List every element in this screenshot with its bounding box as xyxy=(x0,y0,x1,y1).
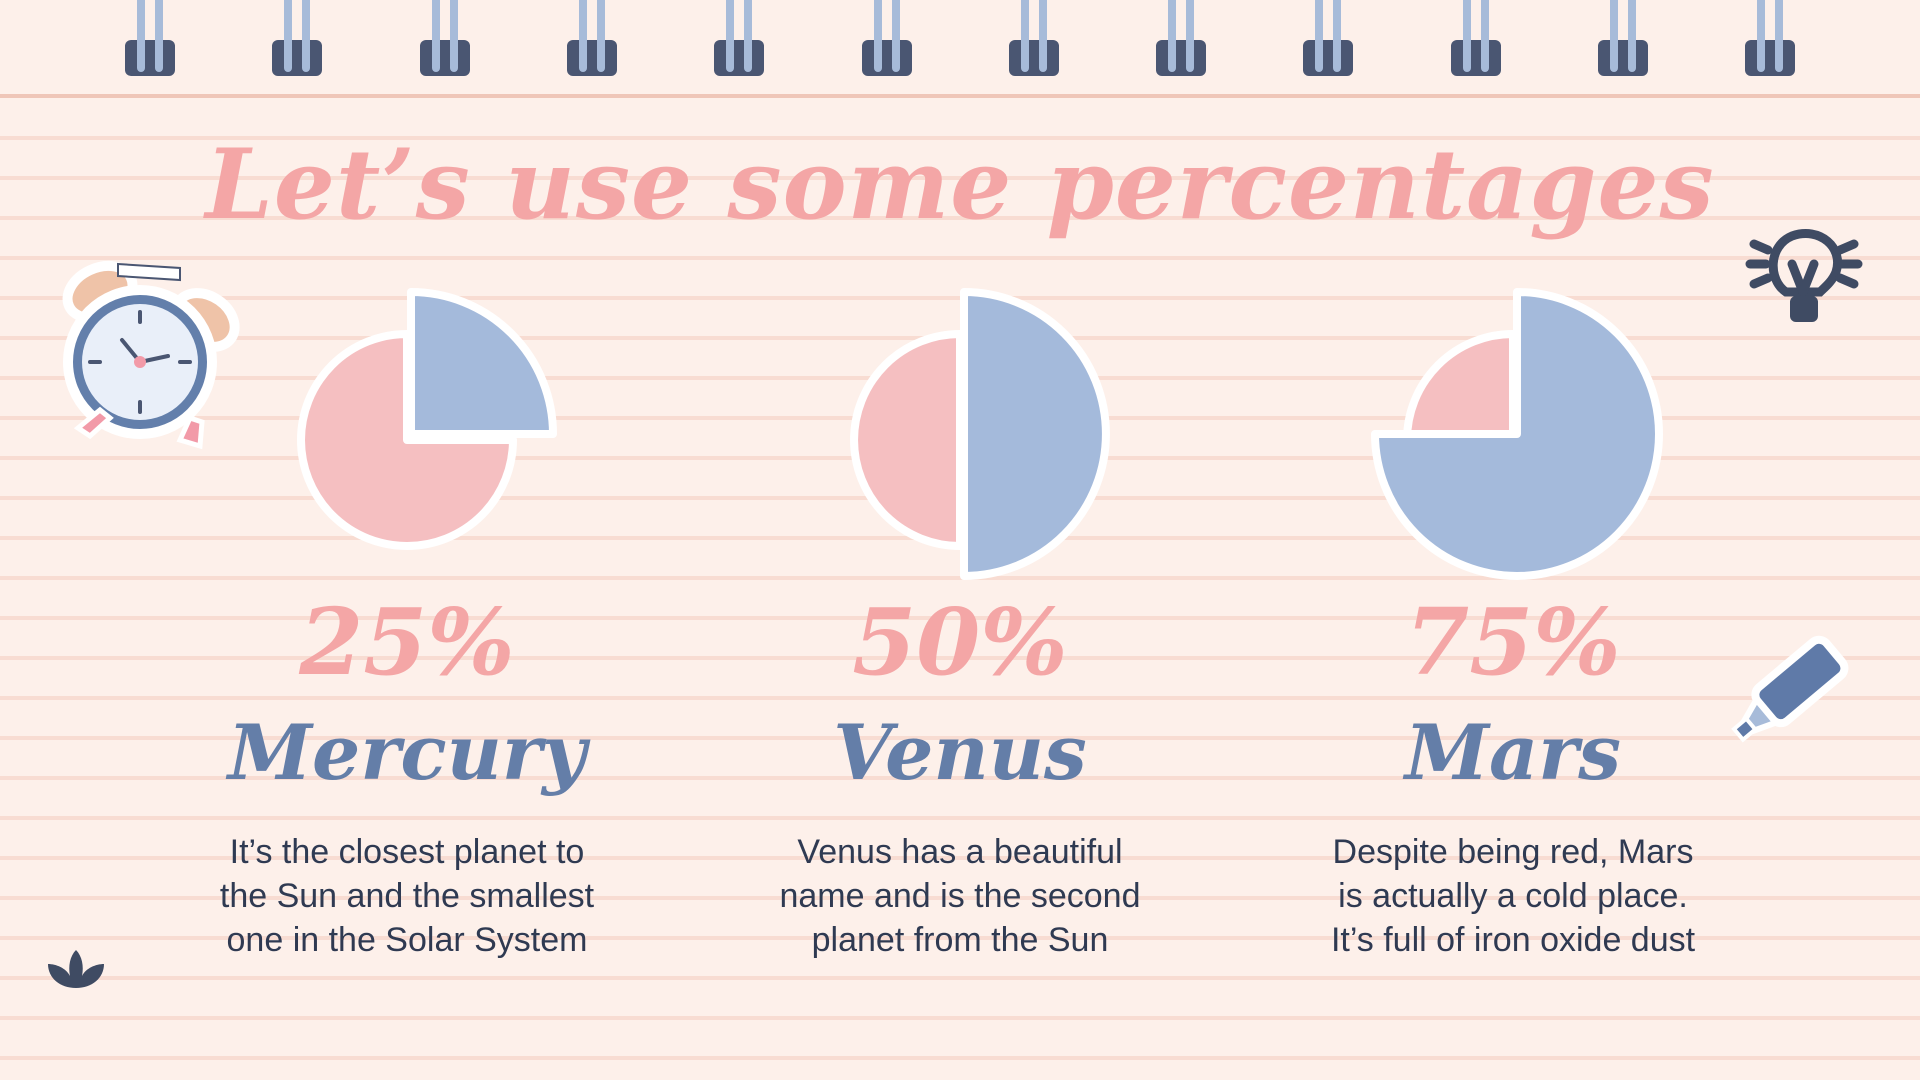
pie-chart-mars xyxy=(1371,288,1663,580)
pie-slice-remainder xyxy=(1403,330,1517,444)
ruled-lines xyxy=(0,100,1920,1080)
pie-slice-highlight xyxy=(960,288,1110,580)
planet-description-mars: Despite being red, Mars is actually a co… xyxy=(1330,833,1696,959)
pie-slice-remainder xyxy=(297,330,517,550)
pie-slice-remainder xyxy=(850,330,964,550)
binding-ring xyxy=(861,0,912,80)
binding-ring xyxy=(1450,0,1501,80)
lotus-icon xyxy=(48,950,104,988)
binding-ring xyxy=(1008,0,1059,80)
planet-description-venus: Venus has a beautiful name and is the se… xyxy=(779,833,1141,959)
binding-ring xyxy=(566,0,617,80)
lightbulb-icon xyxy=(1745,229,1863,322)
planet-name-mercury: Mercury xyxy=(227,708,587,797)
planet-name-venus: Venus xyxy=(833,708,1087,797)
binding-ring xyxy=(1303,0,1354,80)
binding-ring xyxy=(125,0,175,80)
data-label-mars: 75% xyxy=(1405,588,1621,696)
pie-slice-highlight xyxy=(407,288,557,438)
slide-title: Let’s use some percentages xyxy=(205,128,1715,241)
planet-name-mars: Mars xyxy=(1404,708,1622,797)
binding-ring xyxy=(714,0,765,80)
binding-ring xyxy=(272,0,323,80)
data-label-venus: 50% xyxy=(852,588,1068,696)
binding-ring xyxy=(1745,0,1796,80)
notebook-top-rule xyxy=(0,94,1920,98)
binding-ring xyxy=(419,0,470,80)
pie-slice-highlight xyxy=(1371,288,1663,580)
planet-description-mercury: It’s the closest planet to the Sun and t… xyxy=(219,833,595,959)
alarm-clock-icon xyxy=(62,260,240,450)
binding-ring xyxy=(1156,0,1207,80)
pie-chart-venus xyxy=(850,288,1110,580)
pie-chart-mercury xyxy=(297,288,557,550)
data-label-mercury: 25% xyxy=(299,588,515,696)
binding-ring xyxy=(1598,0,1648,80)
highlighter-icon xyxy=(1731,635,1849,743)
